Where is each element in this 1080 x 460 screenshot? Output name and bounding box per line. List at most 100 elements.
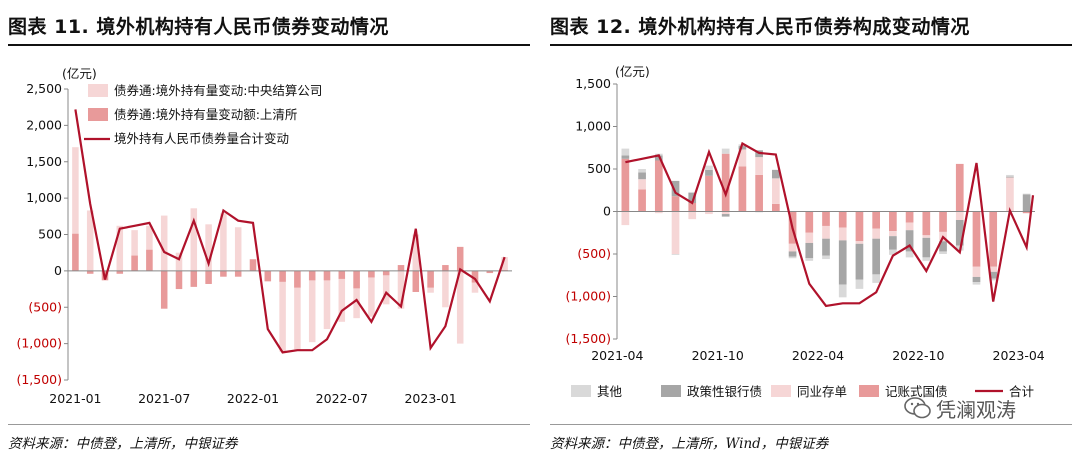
right-bar-ncd [1006, 177, 1014, 212]
left-y-tick-label: (1,000) [16, 336, 62, 351]
left-y-tick-label: (500) [28, 299, 62, 314]
right-bar-policy-bank [805, 242, 814, 259]
left-bar-shangqingsuo [249, 259, 257, 271]
right-bar-treasury [654, 160, 663, 212]
right-bar-policy-bank [989, 271, 998, 279]
right-legend-swatch-other [571, 385, 591, 397]
right-bar-ncd [721, 211, 730, 215]
right-bar-ncd [805, 232, 814, 243]
right-line-total [625, 141, 1035, 308]
left-bar-zhongzhai [294, 270, 301, 350]
right-bar-policy-bank [721, 214, 730, 217]
left-bar-zhongzhai [190, 208, 198, 271]
right-bar-ncd [972, 266, 981, 277]
left-x-tick-label: 2021-01 [49, 391, 101, 406]
watermark-text: 凭澜观涛 [936, 398, 1016, 422]
right-x-tick-label: 2021-10 [692, 348, 744, 363]
right-bar-other [788, 256, 797, 259]
left-x-tick-label: 2022-07 [316, 391, 368, 406]
right-bar-ncd [955, 211, 964, 220]
right-bar-other [989, 278, 998, 281]
left-bar-zhongzhai [338, 270, 346, 322]
right-bar-policy-bank [788, 251, 797, 257]
left-bar-shangqingsuo [264, 270, 272, 282]
left-bar-shangqingsuo [382, 270, 390, 276]
right-bar-policy-bank [621, 155, 630, 159]
right-title-rule [550, 44, 1072, 46]
left-bar-shangqingsuo [279, 270, 286, 282]
right-bar-treasury [955, 163, 964, 212]
right-bar-treasury [905, 211, 914, 223]
right-y-tick-label: 0 [603, 204, 611, 219]
right-bar-treasury [621, 158, 630, 212]
left-bar-shangqingsuo [427, 270, 434, 288]
left-bar-shangqingsuo [486, 270, 494, 274]
right-legend-label: 合计 [1009, 384, 1034, 399]
right-legend-label: 政策性银行债 [687, 384, 762, 399]
right-bar-policy-bank [688, 192, 697, 203]
right-bar-policy-bank [738, 146, 747, 150]
right-bar-policy-bank [838, 240, 847, 285]
right-bar-ncd [755, 157, 763, 175]
left-bar-shangqingsuo [442, 265, 449, 271]
left-bar-zhongzhai [160, 215, 168, 271]
right-x-tick-label: 2022-04 [792, 348, 844, 363]
right-bar-other [671, 254, 680, 255]
right-bar-policy-bank [1022, 194, 1031, 212]
right-bar-other [805, 258, 814, 261]
right-y-unit-label: (亿元) [615, 64, 650, 79]
right-bar-other [721, 148, 730, 154]
right-bar-other [638, 169, 646, 173]
right-bar-treasury [671, 196, 680, 212]
left-x-tick-label: 2022-01 [227, 391, 279, 406]
right-bar-other [621, 148, 630, 156]
right-bar-treasury [939, 211, 947, 232]
left-bar-zhongzhai [116, 225, 124, 271]
left-x-tick-label: 2023-01 [404, 391, 456, 406]
left-y-tick-label: 1,500 [26, 154, 62, 169]
right-bar-ncd [989, 266, 998, 272]
right-bar-ncd [922, 235, 931, 238]
right-bar-treasury [638, 189, 646, 212]
left-bar-shangqingsuo [116, 270, 124, 274]
left-bar-zhongzhai [412, 234, 420, 271]
right-bar-ncd [889, 231, 897, 237]
left-x-tick-label: 2021-07 [138, 391, 190, 406]
right-bar-policy-bank [771, 169, 780, 179]
left-bar-zhongzhai [279, 270, 286, 352]
left-line-total [74, 109, 506, 354]
right-bar-other [939, 251, 947, 254]
left-y-unit-label: (亿元) [62, 66, 97, 81]
right-legend-swatch-policy-bank [661, 385, 681, 397]
left-bar-zhongzhai [368, 270, 375, 317]
right-bar-treasury [989, 211, 998, 267]
left-bar-zhongzhai [146, 225, 153, 271]
right-y-tick-label: 1,500 [575, 76, 611, 91]
left-bar-shangqingsuo [131, 255, 138, 271]
right-bar-treasury [822, 211, 830, 226]
right-bar-policy-bank [822, 238, 830, 256]
left-bar-shangqingsuo [471, 270, 479, 283]
right-bar-ncd [738, 149, 747, 167]
left-bar-shangqingsuo [353, 270, 360, 289]
right-bar-ncd [822, 225, 830, 239]
left-bar-shangqingsuo [397, 265, 405, 271]
left-y-tick-label: (1,500) [16, 372, 62, 387]
right-x-tick-label: 2021-04 [591, 348, 643, 363]
left-y-tick-label: 500 [38, 227, 62, 242]
left-bar-zhongzhai [205, 224, 212, 271]
left-bar-zhongzhai [86, 210, 94, 271]
left-source-note: 资料来源：中债登，上清所，中银证券 [8, 436, 238, 452]
left-bar-shangqingsuo [175, 270, 183, 290]
left-bar-shangqingsuo [146, 249, 153, 271]
left-y-tick-label: 2,000 [26, 117, 62, 132]
right-bar-treasury [855, 211, 864, 242]
right-bar-treasury [922, 211, 931, 236]
right-bar-ncd [788, 243, 797, 252]
right-bar-treasury [889, 211, 897, 232]
right-bar-treasury [771, 203, 780, 212]
right-bar-ncd [621, 211, 630, 226]
right-figure-title: 图表 12. 境外机构持有人民币债券构成变动情况 [550, 16, 970, 38]
left-legend-label: 境外持有人民币债券量合计变动 [114, 131, 289, 146]
left-legend-label: 债券通:境外持有量变动额:上清所 [114, 107, 297, 122]
